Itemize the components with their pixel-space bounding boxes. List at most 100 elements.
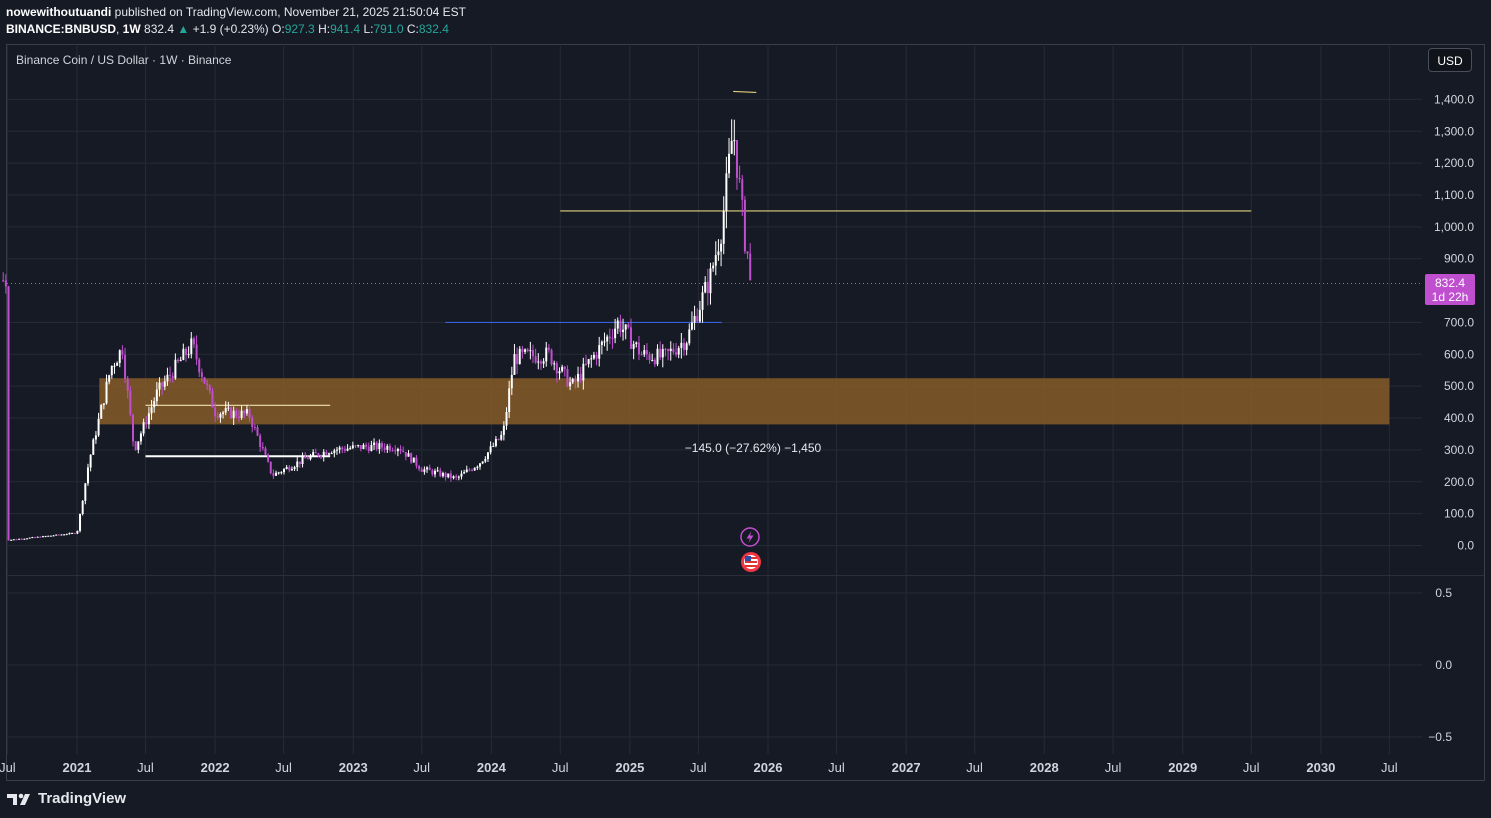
candle-body [214, 407, 217, 417]
candle-body [359, 445, 362, 450]
candle-body [592, 354, 595, 359]
candle-body [465, 469, 468, 473]
author-name[interactable]: nowewithoutuandi [6, 5, 112, 19]
candle-body [563, 366, 566, 370]
tradingview-logo[interactable]: TradingView [6, 790, 126, 807]
candle-body [325, 451, 328, 455]
currency-button[interactable]: USD [1428, 48, 1472, 72]
tradingview-brand: TradingView [38, 790, 127, 807]
candle-body [436, 470, 439, 472]
candle-body [142, 422, 145, 434]
candle-body [163, 381, 166, 387]
price-tick-label: 600.0 [1444, 347, 1474, 361]
candle-body [320, 456, 323, 458]
candle-body [659, 348, 662, 358]
candle-body [569, 382, 572, 387]
candle-body [706, 282, 709, 294]
candle-body [399, 448, 402, 451]
candle-body [26, 538, 29, 540]
candle-body [420, 469, 423, 472]
candle-body [539, 361, 542, 364]
lightning-icon[interactable] [740, 527, 760, 547]
candle-body [145, 422, 148, 425]
candle-body [161, 382, 164, 387]
candle-body [63, 534, 66, 536]
candle-body [219, 414, 222, 418]
candle-body [624, 324, 627, 330]
candle-body [362, 444, 365, 450]
publish-info: nowewithoutuandi published on TradingVie… [6, 5, 466, 19]
candles [2, 119, 752, 541]
candle-body [216, 416, 219, 418]
symbol-name: BINANCE:BNBUSD [6, 22, 116, 36]
price-tick-label: 1,100.0 [1434, 188, 1474, 202]
candle-body [606, 336, 609, 342]
candle-body [547, 347, 550, 350]
candle-body [147, 413, 150, 425]
time-tick-label: 2029 [1168, 760, 1197, 775]
candle-body [288, 467, 291, 471]
support-zone [99, 378, 1390, 425]
candle-body [381, 443, 384, 448]
candle-body [433, 470, 436, 475]
candle-body [235, 410, 238, 417]
candle-body [277, 472, 280, 474]
candle-body [402, 450, 405, 452]
candle-body [354, 445, 357, 447]
candle-body [622, 329, 625, 333]
candle-body [190, 338, 193, 355]
time-tick-label: Jul [137, 760, 154, 775]
low-value: 791.0 [373, 22, 404, 36]
candle-body [632, 344, 635, 349]
candle-body [293, 467, 296, 470]
price-tick-label: 1,200.0 [1434, 156, 1474, 170]
candle-body [349, 448, 352, 450]
candle-body [476, 466, 479, 468]
candle-body [685, 343, 688, 350]
us-flag-icon[interactable] [741, 552, 761, 572]
candle-body [510, 374, 513, 389]
candle-body [428, 467, 431, 471]
candle-body [439, 470, 442, 477]
candle-body [290, 469, 293, 471]
time-tick-label: Jul [275, 760, 292, 775]
candle-body [253, 426, 256, 428]
candle-body [357, 445, 360, 447]
candle-body [84, 483, 87, 501]
last-price: 832.4 [144, 22, 175, 36]
price-tick-label: 400.0 [1444, 411, 1474, 425]
candle-body [7, 286, 10, 541]
candle-body [132, 414, 135, 442]
candle-body [743, 199, 746, 252]
time-tick-label: Jul [413, 760, 430, 775]
candle-body [407, 453, 410, 457]
candle-body [182, 348, 185, 360]
price-tick-label: 200.0 [1444, 475, 1474, 489]
candle-body [150, 407, 153, 414]
price-tick-label: 500.0 [1444, 379, 1474, 393]
candle-body [169, 374, 172, 376]
candle-body [55, 534, 58, 536]
candle-body [365, 444, 368, 447]
candle-body [155, 389, 158, 402]
candle-body [346, 448, 349, 451]
candle-body [105, 381, 108, 404]
measure-label: −145.0 (−27.62%) −1,450 [685, 441, 822, 455]
symbol-info: BINANCE:BNBUSD, 1W 832.4 ▲ +1.9 (+0.23%)… [6, 22, 449, 36]
candle-body [322, 451, 325, 457]
candle-body [494, 438, 497, 446]
candle-body [174, 359, 177, 379]
candle-body [285, 467, 288, 470]
time-tick-label: 2027 [892, 760, 921, 775]
candle-body [680, 342, 683, 348]
close-value: 832.4 [418, 22, 449, 36]
candle-body [41, 536, 44, 538]
candle-body [306, 458, 309, 460]
candle-body [282, 469, 285, 473]
candle-body [412, 457, 415, 463]
candle-body [423, 469, 426, 472]
candle-body [704, 282, 707, 293]
candle-body [256, 427, 259, 436]
low-label: L: [363, 22, 374, 36]
